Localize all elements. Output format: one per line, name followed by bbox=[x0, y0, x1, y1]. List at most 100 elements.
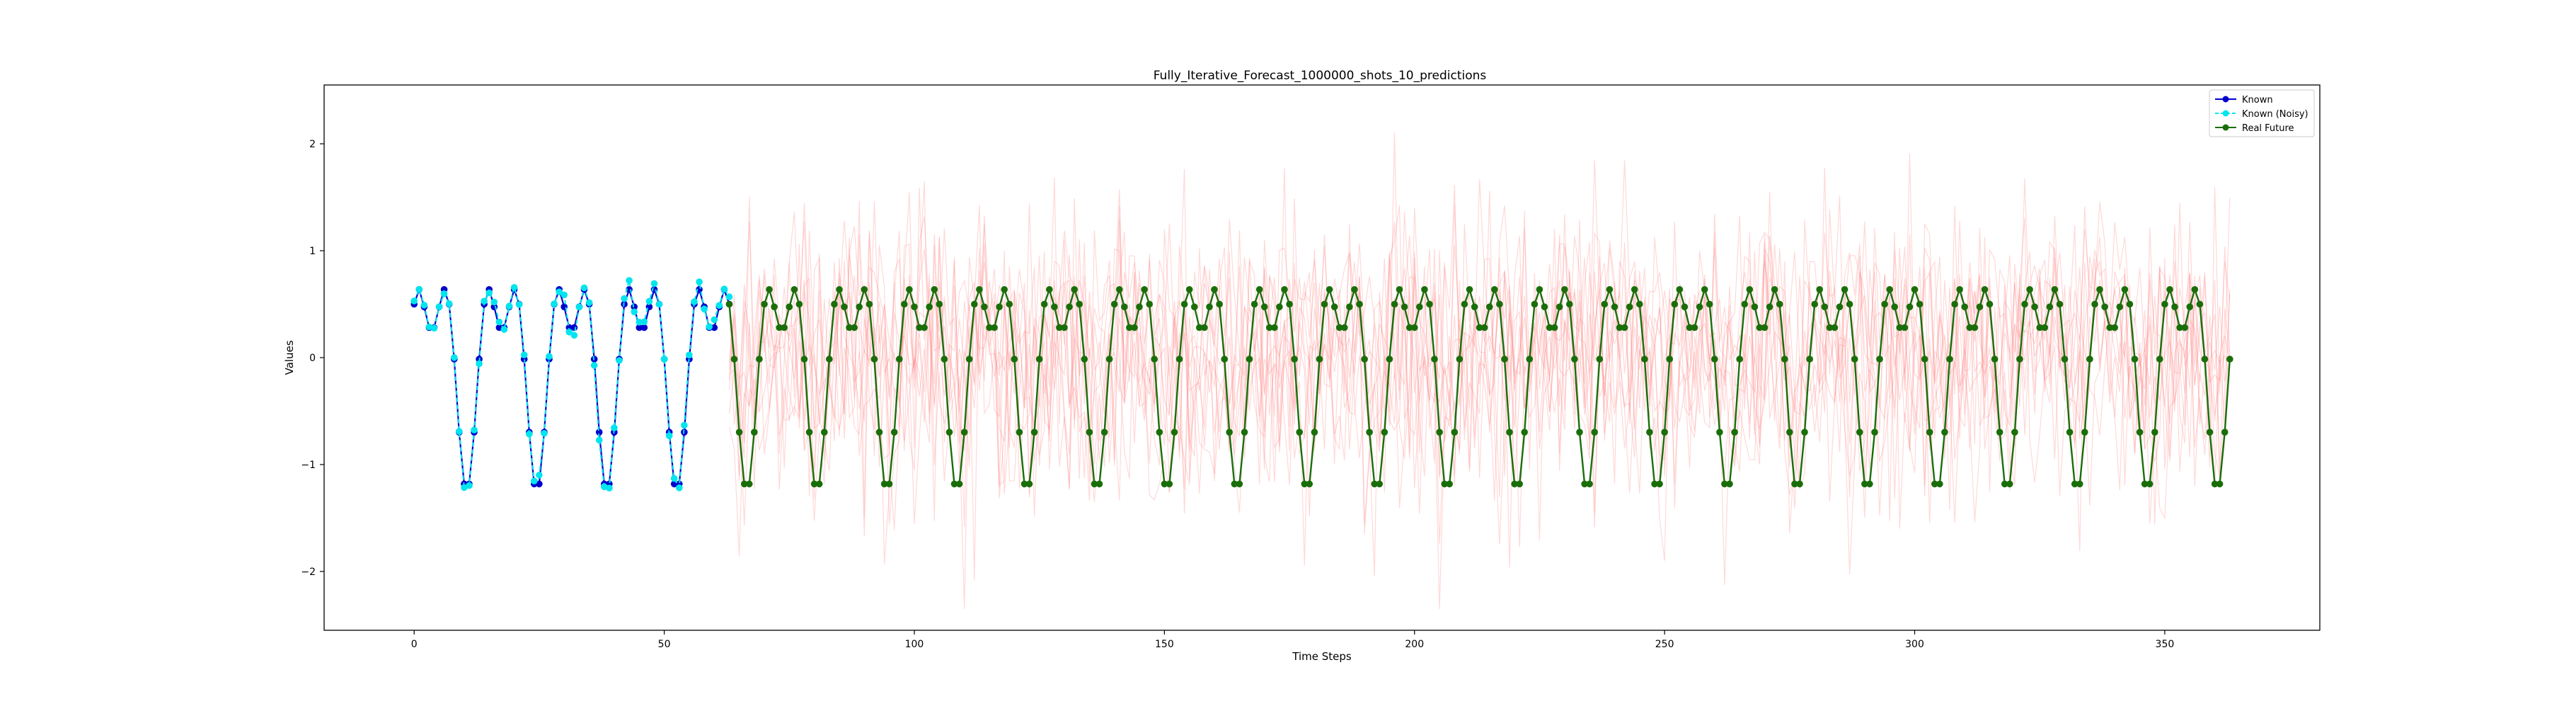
real-future-point-250 bbox=[1976, 303, 1984, 311]
real-future-point-198 bbox=[1716, 428, 1723, 436]
real-future-point-91 bbox=[1180, 300, 1188, 308]
real-future-point-74 bbox=[1096, 480, 1103, 488]
real-future-point-108 bbox=[1266, 324, 1273, 331]
real-future-point-33 bbox=[890, 428, 898, 436]
y-tick-label--2: −2 bbox=[301, 567, 316, 578]
real-future-point-218 bbox=[1816, 286, 1823, 293]
known-noisy-point-12 bbox=[471, 426, 478, 433]
real-future-point-47 bbox=[960, 428, 968, 436]
real-future-point-122 bbox=[1335, 324, 1343, 331]
real-future-point-267 bbox=[2061, 356, 2069, 363]
real-future-point-224 bbox=[1846, 300, 1853, 308]
real-future-point-216 bbox=[1806, 356, 1813, 363]
real-future-point-219 bbox=[1821, 303, 1829, 311]
real-future-point-253 bbox=[1991, 356, 1999, 363]
real-future-point-53 bbox=[991, 324, 998, 331]
prediction-trace-1 bbox=[728, 203, 2231, 524]
known-noisy-point-50 bbox=[660, 356, 668, 363]
real-future-point-131 bbox=[1381, 428, 1388, 436]
real-future-point-134 bbox=[1396, 286, 1403, 293]
known-noisy-point-30 bbox=[560, 291, 568, 299]
real-future-point-116 bbox=[1306, 480, 1313, 488]
known-noisy-point-9 bbox=[456, 428, 463, 435]
real-future-point-67 bbox=[1061, 324, 1068, 331]
real-future-point-30 bbox=[875, 428, 883, 436]
real-future-point-187 bbox=[1661, 428, 1668, 436]
real-future-point-23 bbox=[841, 303, 848, 311]
real-future-point-247 bbox=[1961, 303, 1968, 311]
real-future-point-100 bbox=[1226, 428, 1233, 436]
real-future-point-166 bbox=[1556, 303, 1563, 311]
real-future-point-294 bbox=[2196, 300, 2204, 308]
legend-label-known-noisy: Known (Noisy) bbox=[2242, 109, 2308, 120]
known-noisy-point-8 bbox=[451, 354, 458, 361]
real-future-point-48 bbox=[965, 356, 973, 363]
real-future-point-163 bbox=[1541, 303, 1548, 311]
known-noisy-point-63 bbox=[725, 293, 733, 300]
real-future-point-97 bbox=[1211, 286, 1218, 293]
real-future-point-168 bbox=[1566, 300, 1573, 308]
real-future-point-222 bbox=[1836, 303, 1844, 311]
real-future-point-226 bbox=[1856, 428, 1863, 436]
real-future-point-162 bbox=[1536, 286, 1543, 293]
real-future-point-273 bbox=[2091, 300, 2098, 308]
real-future-point-248 bbox=[1966, 324, 1974, 331]
real-future-point-197 bbox=[1711, 356, 1718, 363]
known-noisy-point-25 bbox=[536, 472, 543, 479]
known-noisy-point-39 bbox=[606, 484, 613, 491]
known-noisy-point-34 bbox=[580, 284, 588, 292]
real-future-point-232 bbox=[1886, 286, 1893, 293]
x-tick-label-200: 200 bbox=[1405, 639, 1424, 650]
known-noisy-point-51 bbox=[665, 432, 673, 440]
real-future-point-40 bbox=[926, 303, 933, 311]
known-noisy-point-11 bbox=[466, 482, 473, 489]
real-future-point-209 bbox=[1771, 286, 1778, 293]
real-future-point-241 bbox=[1931, 480, 1938, 488]
known-point-60 bbox=[711, 324, 718, 331]
y-tick-label-1: 1 bbox=[309, 246, 316, 257]
known-noisy-point-40 bbox=[611, 424, 618, 431]
legend-marker-known bbox=[2222, 96, 2229, 103]
real-future-point-178 bbox=[1616, 324, 1623, 331]
legend-label-known: Known bbox=[2242, 95, 2273, 106]
known-noisy-point-44 bbox=[631, 308, 638, 316]
known-noisy-point-33 bbox=[575, 303, 583, 311]
real-future-point-242 bbox=[1936, 480, 1943, 488]
real-future-point-189 bbox=[1671, 300, 1679, 308]
real-future-point-159 bbox=[1521, 428, 1528, 436]
real-future-point-234 bbox=[1896, 324, 1904, 331]
known-noisy-point-62 bbox=[720, 285, 728, 292]
real-future-point-63 bbox=[1040, 300, 1048, 308]
real-future-point-85 bbox=[1151, 356, 1158, 363]
y-axis-label: Values bbox=[283, 340, 296, 375]
real-future-point-24 bbox=[846, 324, 853, 331]
real-future-point-45 bbox=[950, 480, 958, 488]
real-future-point-214 bbox=[1796, 480, 1803, 488]
real-future-point-206 bbox=[1756, 324, 1764, 331]
legend-label-real-future: Real Future bbox=[2242, 123, 2294, 134]
real-future-point-32 bbox=[885, 480, 893, 488]
real-future-point-285 bbox=[2151, 428, 2158, 436]
x-tick-label-50: 50 bbox=[658, 639, 671, 650]
real-future-point-28 bbox=[866, 300, 873, 308]
real-future-point-144 bbox=[1446, 480, 1453, 488]
real-future-point-282 bbox=[2136, 428, 2144, 436]
real-future-point-192 bbox=[1686, 324, 1694, 331]
real-future-point-21 bbox=[831, 300, 838, 308]
x-tick-label-100: 100 bbox=[905, 639, 924, 650]
real-future-point-280 bbox=[2126, 300, 2134, 308]
real-future-point-128 bbox=[1366, 428, 1373, 436]
real-future-point-268 bbox=[2066, 428, 2074, 436]
prediction-trace-8 bbox=[728, 167, 2231, 609]
real-future-point-211 bbox=[1781, 356, 1788, 363]
real-future-point-263 bbox=[2041, 324, 2049, 331]
real-future-point-296 bbox=[2206, 428, 2214, 436]
real-future-point-154 bbox=[1496, 300, 1503, 308]
real-future-point-146 bbox=[1456, 356, 1464, 363]
real-future-point-123 bbox=[1341, 324, 1348, 331]
real-future-point-190 bbox=[1676, 286, 1684, 293]
real-future-point-76 bbox=[1105, 356, 1113, 363]
real-future-point-36 bbox=[906, 286, 913, 293]
real-future-point-117 bbox=[1311, 428, 1318, 436]
real-future-point-89 bbox=[1171, 428, 1178, 436]
